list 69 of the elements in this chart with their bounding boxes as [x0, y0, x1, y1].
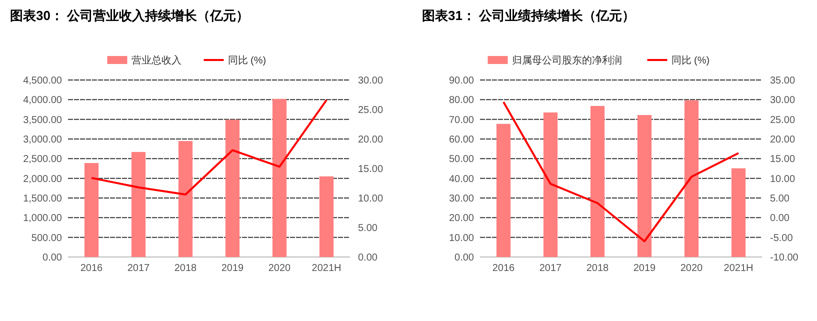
y2-tick-label: 30.00 [770, 95, 796, 106]
y2-tick-label: -5.00 [770, 232, 794, 244]
chart-title: 图表30： 公司营业收入持续增长（亿元） [10, 8, 250, 23]
y-tick-label: 1,500.00 [23, 194, 62, 204]
line-series [90, 99, 328, 196]
y-tick-label: 500.00 [31, 232, 62, 244]
x-tick-label: 2019 [633, 263, 656, 274]
bar [590, 106, 605, 257]
y2-tick-label: 20.00 [358, 134, 384, 146]
legend-label: 归属母公司股东的净利润 [512, 54, 622, 66]
y2-tick-label: -10.00 [770, 252, 799, 264]
y2-tick-label: 0.00 [770, 213, 790, 224]
x-tick-label: 2018 [586, 263, 610, 274]
line-series [502, 101, 740, 242]
y2-tick-label: 10.00 [358, 194, 384, 204]
bar [178, 140, 193, 257]
y-tick-label: 4,000.00 [23, 95, 62, 106]
bar [684, 100, 699, 257]
y-tick-label: 70.00 [448, 114, 474, 126]
y-tick-label: 20.00 [448, 213, 474, 224]
y2-tick-label: 5.00 [770, 194, 790, 204]
bar [319, 176, 334, 257]
y-tick-label: 4,500.00 [23, 76, 62, 86]
y-tick-label: 2,000.00 [23, 174, 62, 185]
y-tick-label: 0.00 [454, 252, 474, 264]
bar [637, 115, 652, 257]
y-tick-label: 60.00 [448, 134, 474, 146]
y2-tick-label: 15.00 [358, 164, 384, 175]
y-tick-label: 10.00 [448, 232, 474, 244]
x-tick-label: 2021H [724, 263, 754, 274]
legend-label: 同比 (%) [228, 54, 266, 66]
bar [543, 112, 558, 257]
legend-label: 营业总收入 [131, 54, 182, 66]
x-tick-label: 2017 [127, 263, 150, 274]
y-tick-label: 3,500.00 [23, 114, 62, 126]
y2-tick-label: 25.00 [358, 105, 384, 116]
x-tick-label: 2016 [492, 263, 516, 274]
y-tick-label: 1,000.00 [23, 213, 62, 224]
y-tick-label: 50.00 [448, 154, 474, 166]
y2-tick-label: 25.00 [770, 114, 796, 126]
x-tick-label: 2020 [268, 263, 292, 274]
y-tick-label: 0.00 [42, 252, 62, 264]
x-tick-label: 2016 [80, 263, 104, 274]
bar [272, 98, 287, 257]
x-tick-label: 2017 [539, 263, 562, 274]
x-tick-label: 2021H [312, 263, 342, 274]
y-tick-label: 90.00 [448, 76, 474, 86]
y-tick-label: 80.00 [448, 95, 474, 106]
legend-label: 同比 (%) [671, 54, 710, 66]
x-tick-label: 2018 [174, 263, 198, 274]
y-tick-label: 30.00 [448, 194, 474, 204]
bar [131, 152, 146, 257]
y-tick-label: 40.00 [448, 174, 474, 185]
x-tick-label: 2019 [221, 263, 244, 274]
bar [496, 124, 511, 257]
y2-tick-label: 10.00 [770, 174, 796, 185]
y2-tick-label: 0.00 [358, 252, 378, 264]
y2-tick-label: 30.00 [358, 76, 384, 86]
y2-tick-label: 35.00 [770, 76, 796, 86]
bar [225, 120, 240, 257]
y-tick-label: 2,500.00 [23, 154, 62, 166]
y2-tick-label: 15.00 [770, 154, 796, 166]
bar [84, 162, 99, 257]
bar [731, 168, 746, 257]
y2-tick-label: 20.00 [770, 134, 796, 146]
chart-title: 图表31： 公司业绩持续增长（亿元） [422, 8, 636, 23]
y-tick-label: 3,000.00 [23, 134, 62, 146]
y2-tick-label: 5.00 [358, 223, 378, 234]
x-tick-label: 2020 [680, 263, 704, 274]
